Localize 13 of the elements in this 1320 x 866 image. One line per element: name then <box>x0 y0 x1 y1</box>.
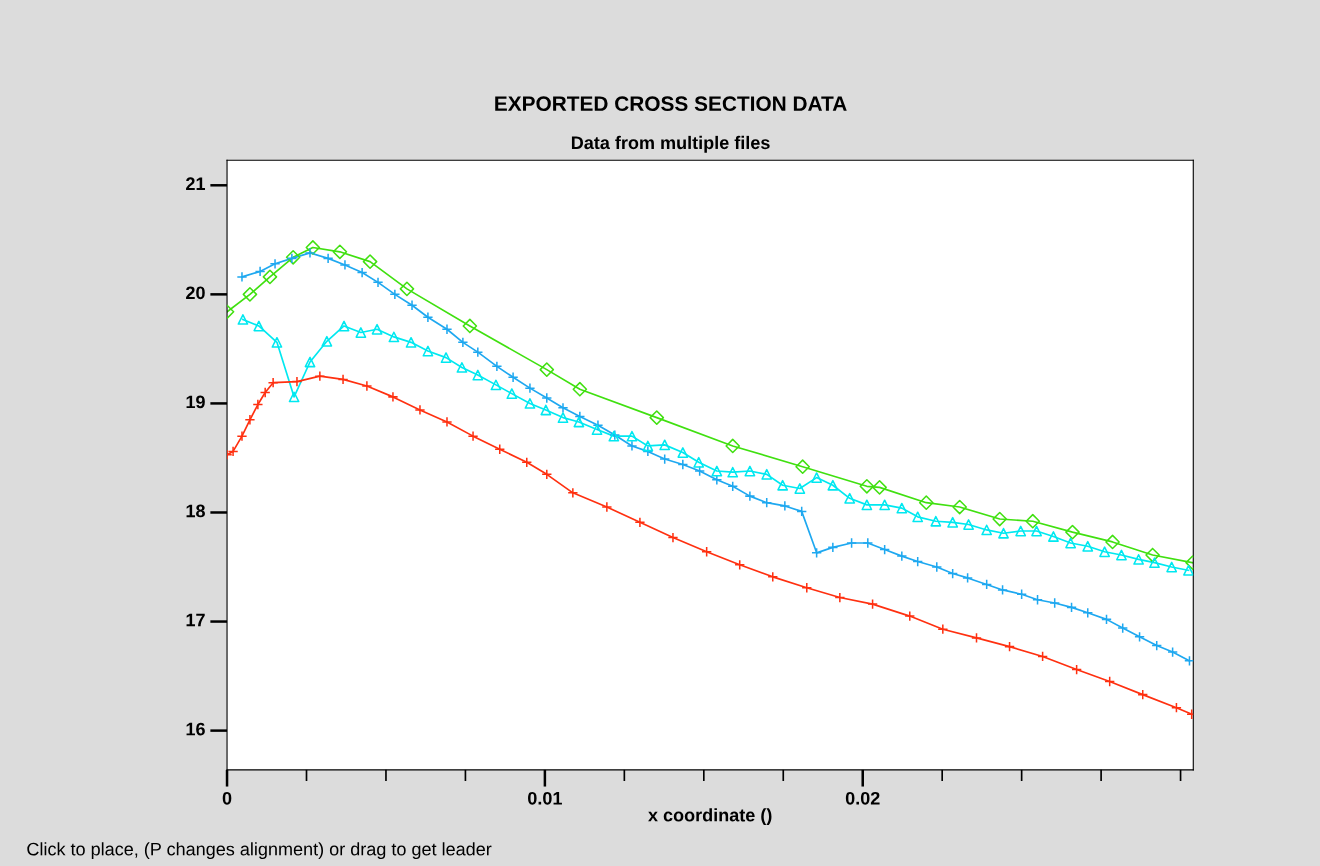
x-axis-title: x coordinate () <box>648 808 772 826</box>
y-tick-label: 19 <box>186 395 205 409</box>
y-tick-label: 21 <box>186 177 206 190</box>
y-tick-label: 16 <box>186 722 205 736</box>
x-tick-label: 0.02 <box>845 791 880 805</box>
chart-title: EXPORTED CROSS SECTION DATA <box>495 96 847 112</box>
x-tick-label: 0.01 <box>528 791 562 805</box>
y-tick-label: 20 <box>186 286 205 300</box>
chart-subtitle: Data from multiple files <box>571 135 770 153</box>
text: Click to place, (P changes alignment) or drag to get leader <box>27 842 492 860</box>
y-tick-label: 17 <box>186 613 205 627</box>
x-tick-label: 0 <box>222 791 232 805</box>
y-tick-label: 18 <box>186 504 205 518</box>
